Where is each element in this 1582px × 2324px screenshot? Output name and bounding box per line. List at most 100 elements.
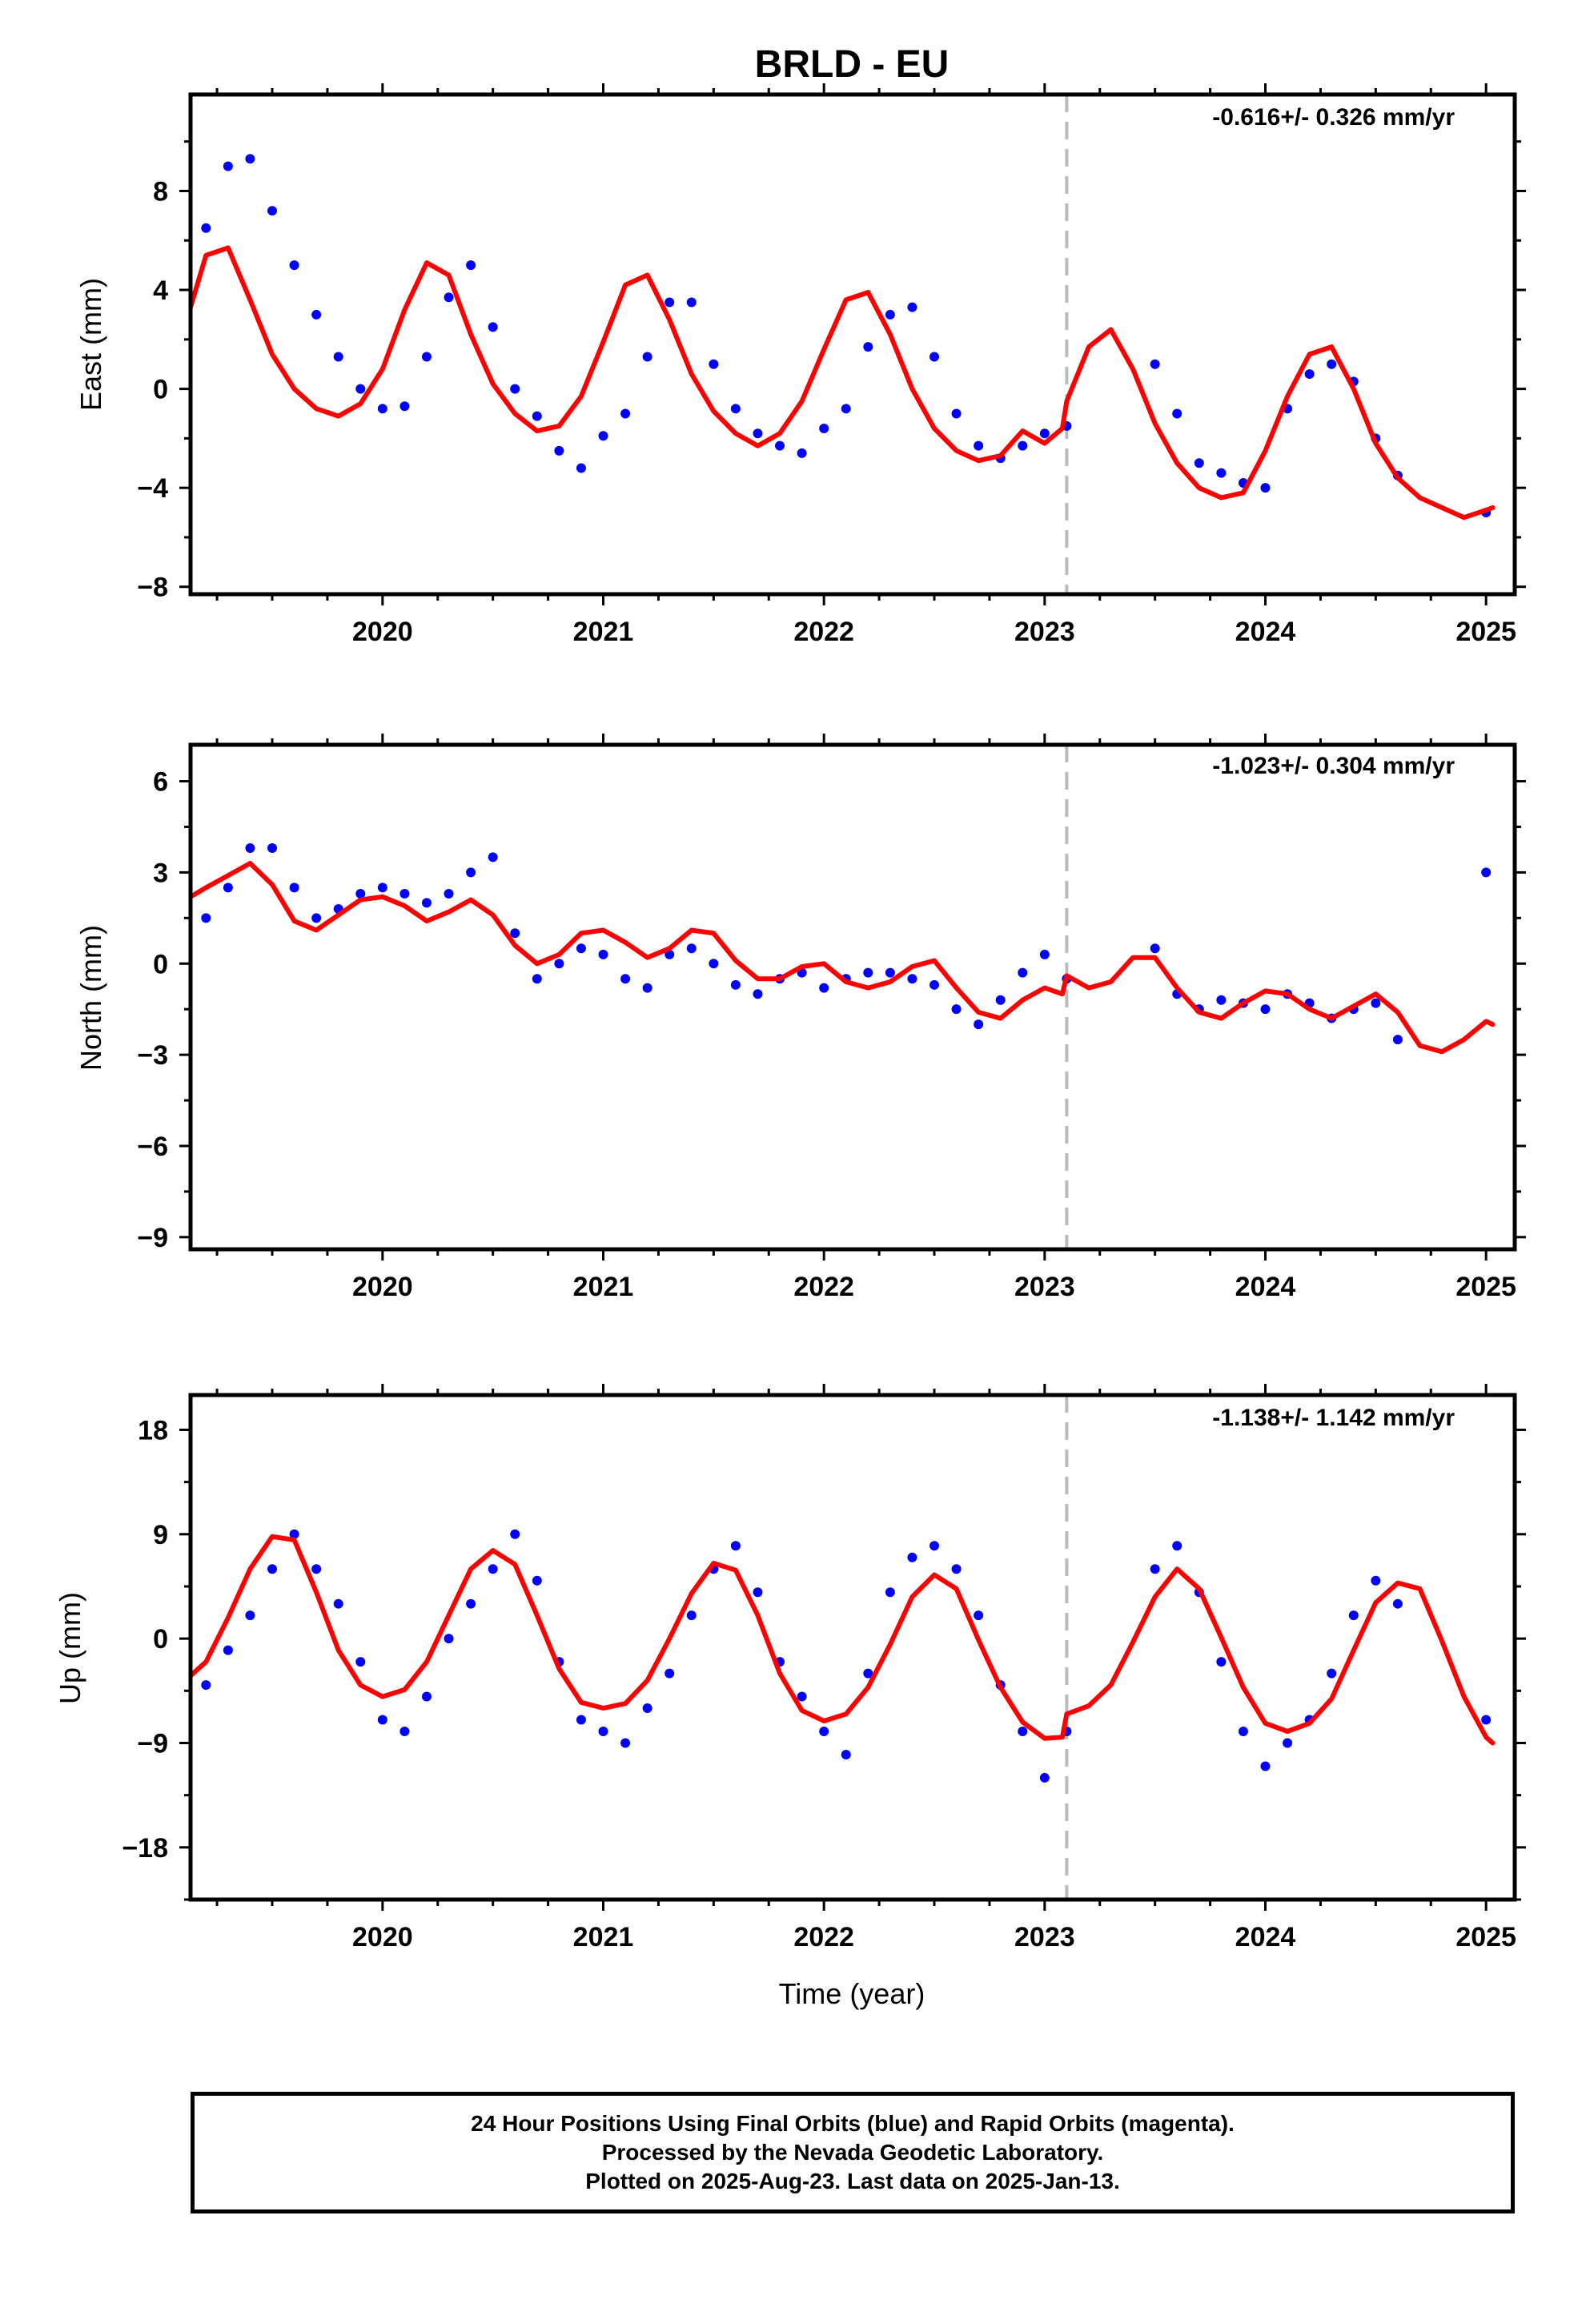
east-y-axis-label: East (mm) xyxy=(74,278,107,411)
north-data-point xyxy=(289,883,299,893)
east-x-tick-label: 2022 xyxy=(793,617,854,647)
north-data-point xyxy=(753,989,763,999)
north-x-tick-label: 2021 xyxy=(573,1272,634,1302)
east-data-point xyxy=(466,260,476,271)
north-data-point xyxy=(377,883,387,893)
east-data-point xyxy=(1304,369,1315,380)
east-data-point xyxy=(223,161,233,171)
north-data-point xyxy=(245,843,255,854)
up-data-point xyxy=(1216,1657,1227,1667)
east-rate-label: -0.616+/- 0.326 mm/yr xyxy=(1212,104,1455,131)
north-data-point xyxy=(201,913,211,923)
up-data-point xyxy=(289,1529,299,1539)
north-x-tick-label: 2023 xyxy=(1014,1272,1075,1302)
north-data-point xyxy=(576,943,586,954)
east-plot-frame xyxy=(188,92,1517,597)
north-data-point xyxy=(421,898,432,908)
up-rate-label: -1.138+/- 1.142 mm/yr xyxy=(1212,1405,1455,1431)
up-data-point xyxy=(620,1738,631,1748)
up-data-point xyxy=(1371,1575,1381,1586)
east-data-point xyxy=(400,401,410,412)
east-data-point xyxy=(974,440,984,451)
up-panel: Up (mm) -1.138+/- 1.142 mm/yr 2020 2021 20… xyxy=(54,1384,1526,1952)
footer-line-2: Processed by the Nevada Geodetic Laborat… xyxy=(601,2140,1104,2165)
east-data-point xyxy=(1018,440,1028,451)
east-data-point xyxy=(532,411,542,421)
east-data-point xyxy=(1327,359,1337,369)
east-data-point xyxy=(1172,408,1182,419)
up-data-point xyxy=(377,1715,387,1725)
north-y-tick-label: −9 xyxy=(137,1223,168,1253)
north-x-tick-label: 2022 xyxy=(793,1272,854,1302)
east-data-point xyxy=(444,292,454,303)
up-data-point xyxy=(333,1598,343,1609)
east-data-point xyxy=(1039,428,1050,439)
up-data-point xyxy=(598,1727,608,1736)
up-data-point xyxy=(510,1529,520,1539)
north-data-point xyxy=(665,949,675,959)
east-data-point xyxy=(642,352,652,362)
up-x-tick-label: 2025 xyxy=(1456,1922,1516,1952)
east-data-point xyxy=(333,352,343,362)
east-data-point xyxy=(311,309,322,320)
north-x-tick-label: 2025 xyxy=(1456,1272,1516,1302)
east-data-point xyxy=(377,404,387,414)
up-data-point xyxy=(730,1541,741,1551)
north-y-tick-label: 0 xyxy=(153,949,168,979)
east-data-point xyxy=(510,384,520,394)
north-data-point xyxy=(995,995,1006,1005)
up-data-point xyxy=(642,1703,652,1714)
up-y-tick-label: 9 xyxy=(153,1520,168,1550)
up-data-point xyxy=(400,1727,410,1736)
up-data-point xyxy=(753,1587,763,1598)
north-data-point xyxy=(554,959,564,969)
east-x-tick-label: 2020 xyxy=(352,617,413,647)
east-y-tick-label: −4 xyxy=(137,473,168,504)
north-data-point xyxy=(444,888,454,899)
north-data-point xyxy=(1216,995,1227,1005)
up-data-point xyxy=(311,1564,322,1574)
east-model-fit-line xyxy=(191,245,1496,521)
up-data-point xyxy=(466,1598,476,1609)
up-data-point xyxy=(841,1749,851,1759)
east-data-point xyxy=(576,463,586,473)
up-data-point xyxy=(223,1645,233,1655)
up-data-point xyxy=(201,1680,211,1691)
east-data-point xyxy=(1194,458,1204,468)
east-x-tick-label: 2025 xyxy=(1456,617,1516,647)
up-data-point xyxy=(1260,1761,1271,1771)
north-data-point xyxy=(907,974,917,984)
east-data-point xyxy=(885,309,895,320)
north-data-point xyxy=(730,979,741,990)
east-data-point xyxy=(267,206,277,216)
north-panel: North (mm) -1.023+/- 0.304 mm/yr 2020 202… xyxy=(74,734,1526,1302)
east-data-point xyxy=(421,352,432,362)
up-x-tick-label: 2024 xyxy=(1235,1922,1296,1952)
north-data-point xyxy=(1018,967,1028,978)
east-data-point xyxy=(488,322,498,332)
east-data-point xyxy=(1260,483,1271,493)
up-data-point xyxy=(1348,1610,1359,1621)
east-data-point xyxy=(1216,468,1227,478)
up-data-point xyxy=(1392,1598,1403,1609)
north-data-point xyxy=(642,983,652,993)
north-data-point xyxy=(1481,867,1492,878)
east-data-point xyxy=(201,223,211,233)
east-plot-area xyxy=(191,94,1496,594)
north-plot-frame xyxy=(188,742,1517,1252)
east-x-tick-label: 2023 xyxy=(1014,617,1075,647)
east-data-point xyxy=(753,428,763,439)
up-data-point xyxy=(1150,1564,1160,1574)
north-y-tick-label: 3 xyxy=(153,858,168,888)
east-panel: East (mm) -0.616+/- 0.326 mm/yr 2020 2021… xyxy=(74,83,1526,647)
east-x-tick-label: 2024 xyxy=(1235,617,1296,647)
up-x-tick-label: 2022 xyxy=(793,1922,854,1952)
east-data-point xyxy=(951,408,962,419)
north-data-point xyxy=(1260,1004,1271,1015)
north-x-tick-label: 2024 xyxy=(1235,1272,1296,1302)
north-plot-area xyxy=(191,745,1496,1249)
up-data-point xyxy=(819,1727,829,1736)
north-rate-label: -1.023+/- 0.304 mm/yr xyxy=(1212,753,1455,779)
east-data-point xyxy=(665,297,675,308)
